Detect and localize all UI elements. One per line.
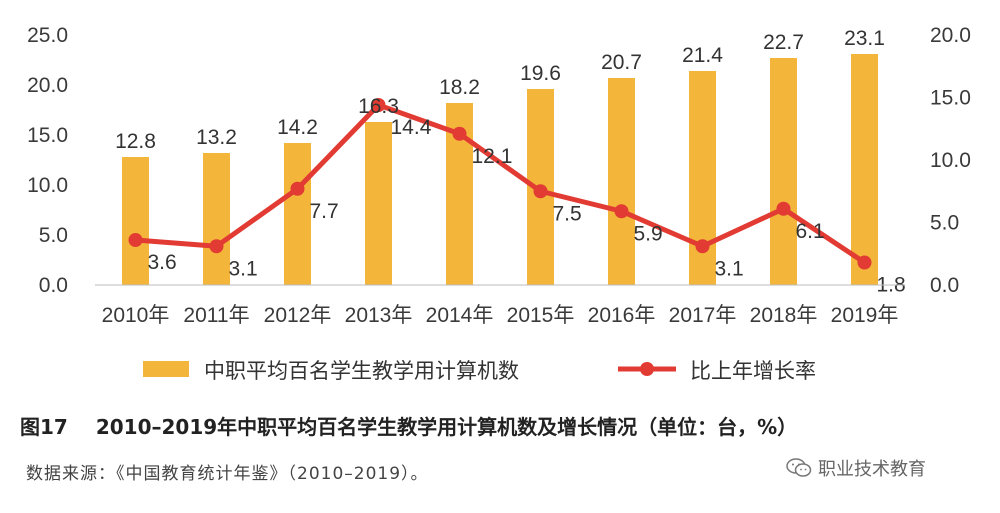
line-value-label: 5.9: [634, 222, 663, 245]
line-value-label: 12.1: [472, 145, 513, 168]
x-tick-label: 2019年: [831, 304, 899, 327]
line-point: [776, 201, 791, 216]
right-tick-label: 15.0: [930, 87, 971, 110]
line-point: [857, 255, 872, 270]
left-tick-label: 0.0: [39, 274, 68, 297]
right-tick-label: 10.0: [930, 149, 971, 172]
line-point: [533, 184, 548, 199]
x-tick-label: 2012年: [264, 304, 332, 327]
line-point: [614, 204, 629, 219]
legend-bar-swatch: [143, 361, 189, 377]
line-data-labels: 3.6 3.17.714.412.17.55.93.16.11.8: [148, 116, 906, 297]
bar-value-label: 16.3: [358, 95, 399, 118]
figure-title: 2010–2019年中职平均百名学生教学用计算机数及增长情况（单位：台，%）: [95, 415, 798, 439]
line-value-label: 7.5: [553, 202, 582, 225]
left-y-axis: 0.0 5.0 10.0 15.0 20.0 25.0: [27, 24, 68, 297]
x-axis: 2010年 2011年 2012年 2013年 2014年 2015年 2016年 2017年…: [95, 284, 905, 327]
line-point: [371, 98, 386, 112]
source-note: 数据来源：《中国教育统计年鉴》（2010–2019）。: [26, 464, 429, 484]
line-point: [209, 239, 224, 254]
line-value-label: 3.1: [715, 257, 744, 280]
figure-number: 图17: [20, 415, 68, 439]
bar-value-label: 18.2: [439, 76, 480, 99]
line-value-label: 3.6: [148, 251, 177, 274]
bar-value-label: 14.2: [277, 116, 318, 139]
x-tick-label: 2018年: [750, 304, 818, 327]
x-tick-label: 2011年: [183, 304, 249, 327]
bar: [284, 143, 311, 285]
bar-series: [122, 54, 878, 285]
legend: 中职平均百名学生教学用计算机数 比上年增长率: [143, 359, 816, 383]
x-tick-label: 2017年: [669, 304, 737, 327]
right-tick-label: 5.0: [930, 212, 959, 235]
line-value-label: 6.1: [796, 220, 825, 243]
growth-line: [135, 102, 866, 265]
line-point: [290, 181, 305, 196]
left-tick-label: 10.0: [27, 174, 68, 197]
bar-value-label: 12.8: [115, 130, 156, 153]
x-tick-label: 2015年: [507, 304, 575, 327]
watermark-text: 职业技术教育: [818, 459, 926, 480]
legend-line-label: 比上年增长率: [690, 359, 816, 383]
bar-value-label: 19.6: [520, 62, 561, 85]
left-tick-label: 25.0: [27, 24, 68, 47]
x-tick-label: 2010年: [102, 304, 170, 327]
bar: [365, 122, 392, 285]
wechat-icon: [786, 458, 812, 477]
bar-value-label: 20.7: [601, 51, 642, 74]
combo-chart: 12.8 13.2 14.2 16.3 18.2 19.6 20.7 21.4 22.7 23.1…: [27, 24, 971, 383]
bar: [203, 153, 230, 285]
watermark: 职业技术教育: [786, 455, 926, 481]
bar-data-labels: 12.8 13.2 14.2 16.3 18.2 19.6 20.7 21.4 22.7 23.1: [115, 27, 885, 153]
right-tick-label: 0.0: [930, 274, 959, 297]
right-y-axis: 0.0 5.0 10.0 15.0 20.0: [930, 24, 971, 297]
x-tick-label: 2013年: [345, 304, 413, 327]
x-tick-label: 2016年: [588, 304, 656, 327]
x-tick-label: 2014年: [426, 304, 494, 327]
left-tick-label: 15.0: [27, 124, 68, 147]
line-point: [128, 233, 143, 247]
bar: [608, 78, 635, 285]
right-tick-label: 20.0: [930, 24, 971, 47]
legend-line-marker: [640, 362, 654, 376]
figure-caption: 图17 2010–2019年中职平均百名学生教学用计算机数及增长情况（单位：台，%…: [20, 411, 797, 440]
left-tick-label: 20.0: [27, 74, 68, 97]
left-tick-label: 5.0: [39, 224, 68, 247]
legend-bar-label: 中职平均百名学生教学用计算机数: [204, 359, 519, 383]
line-value-label: 7.7: [310, 200, 339, 223]
bar-value-label: 23.1: [844, 27, 885, 50]
bar: [122, 157, 149, 285]
line-value-label: 14.4: [391, 116, 432, 139]
bar: [851, 54, 878, 285]
line-point: [452, 126, 467, 141]
line-point: [695, 239, 710, 254]
bar-value-label: 21.4: [682, 44, 723, 67]
bar: [770, 58, 797, 285]
line-series: [128, 98, 872, 270]
line-value-label: 3.1: [229, 257, 258, 280]
bar-value-label: 22.7: [763, 31, 804, 54]
bar-value-label: 13.2: [196, 126, 237, 149]
